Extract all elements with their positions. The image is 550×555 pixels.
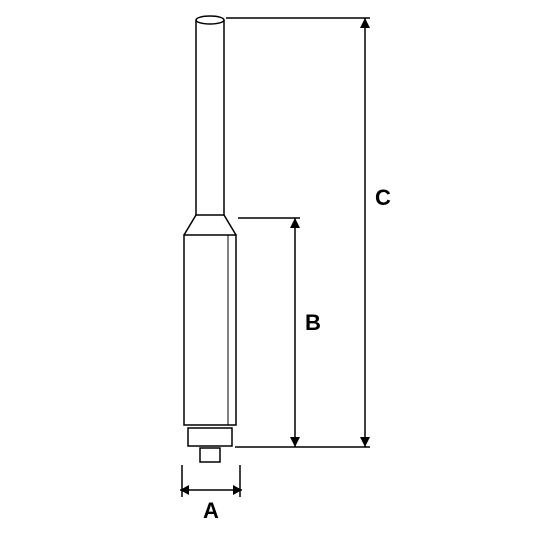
technical-diagram: A B C — [0, 0, 550, 550]
shank-top — [196, 16, 224, 24]
bearing-bottom — [200, 448, 220, 462]
transition-taper — [184, 215, 236, 235]
shank-outline — [196, 20, 224, 215]
dimension-label-c: C — [375, 185, 391, 211]
dimension-label-a: A — [203, 498, 219, 524]
bearing-top — [188, 428, 232, 446]
router-bit-drawing — [0, 0, 550, 550]
dimension-b — [235, 218, 300, 447]
dimension-label-b: B — [305, 310, 321, 336]
dimension-c — [226, 18, 370, 447]
dimension-a — [180, 465, 242, 497]
